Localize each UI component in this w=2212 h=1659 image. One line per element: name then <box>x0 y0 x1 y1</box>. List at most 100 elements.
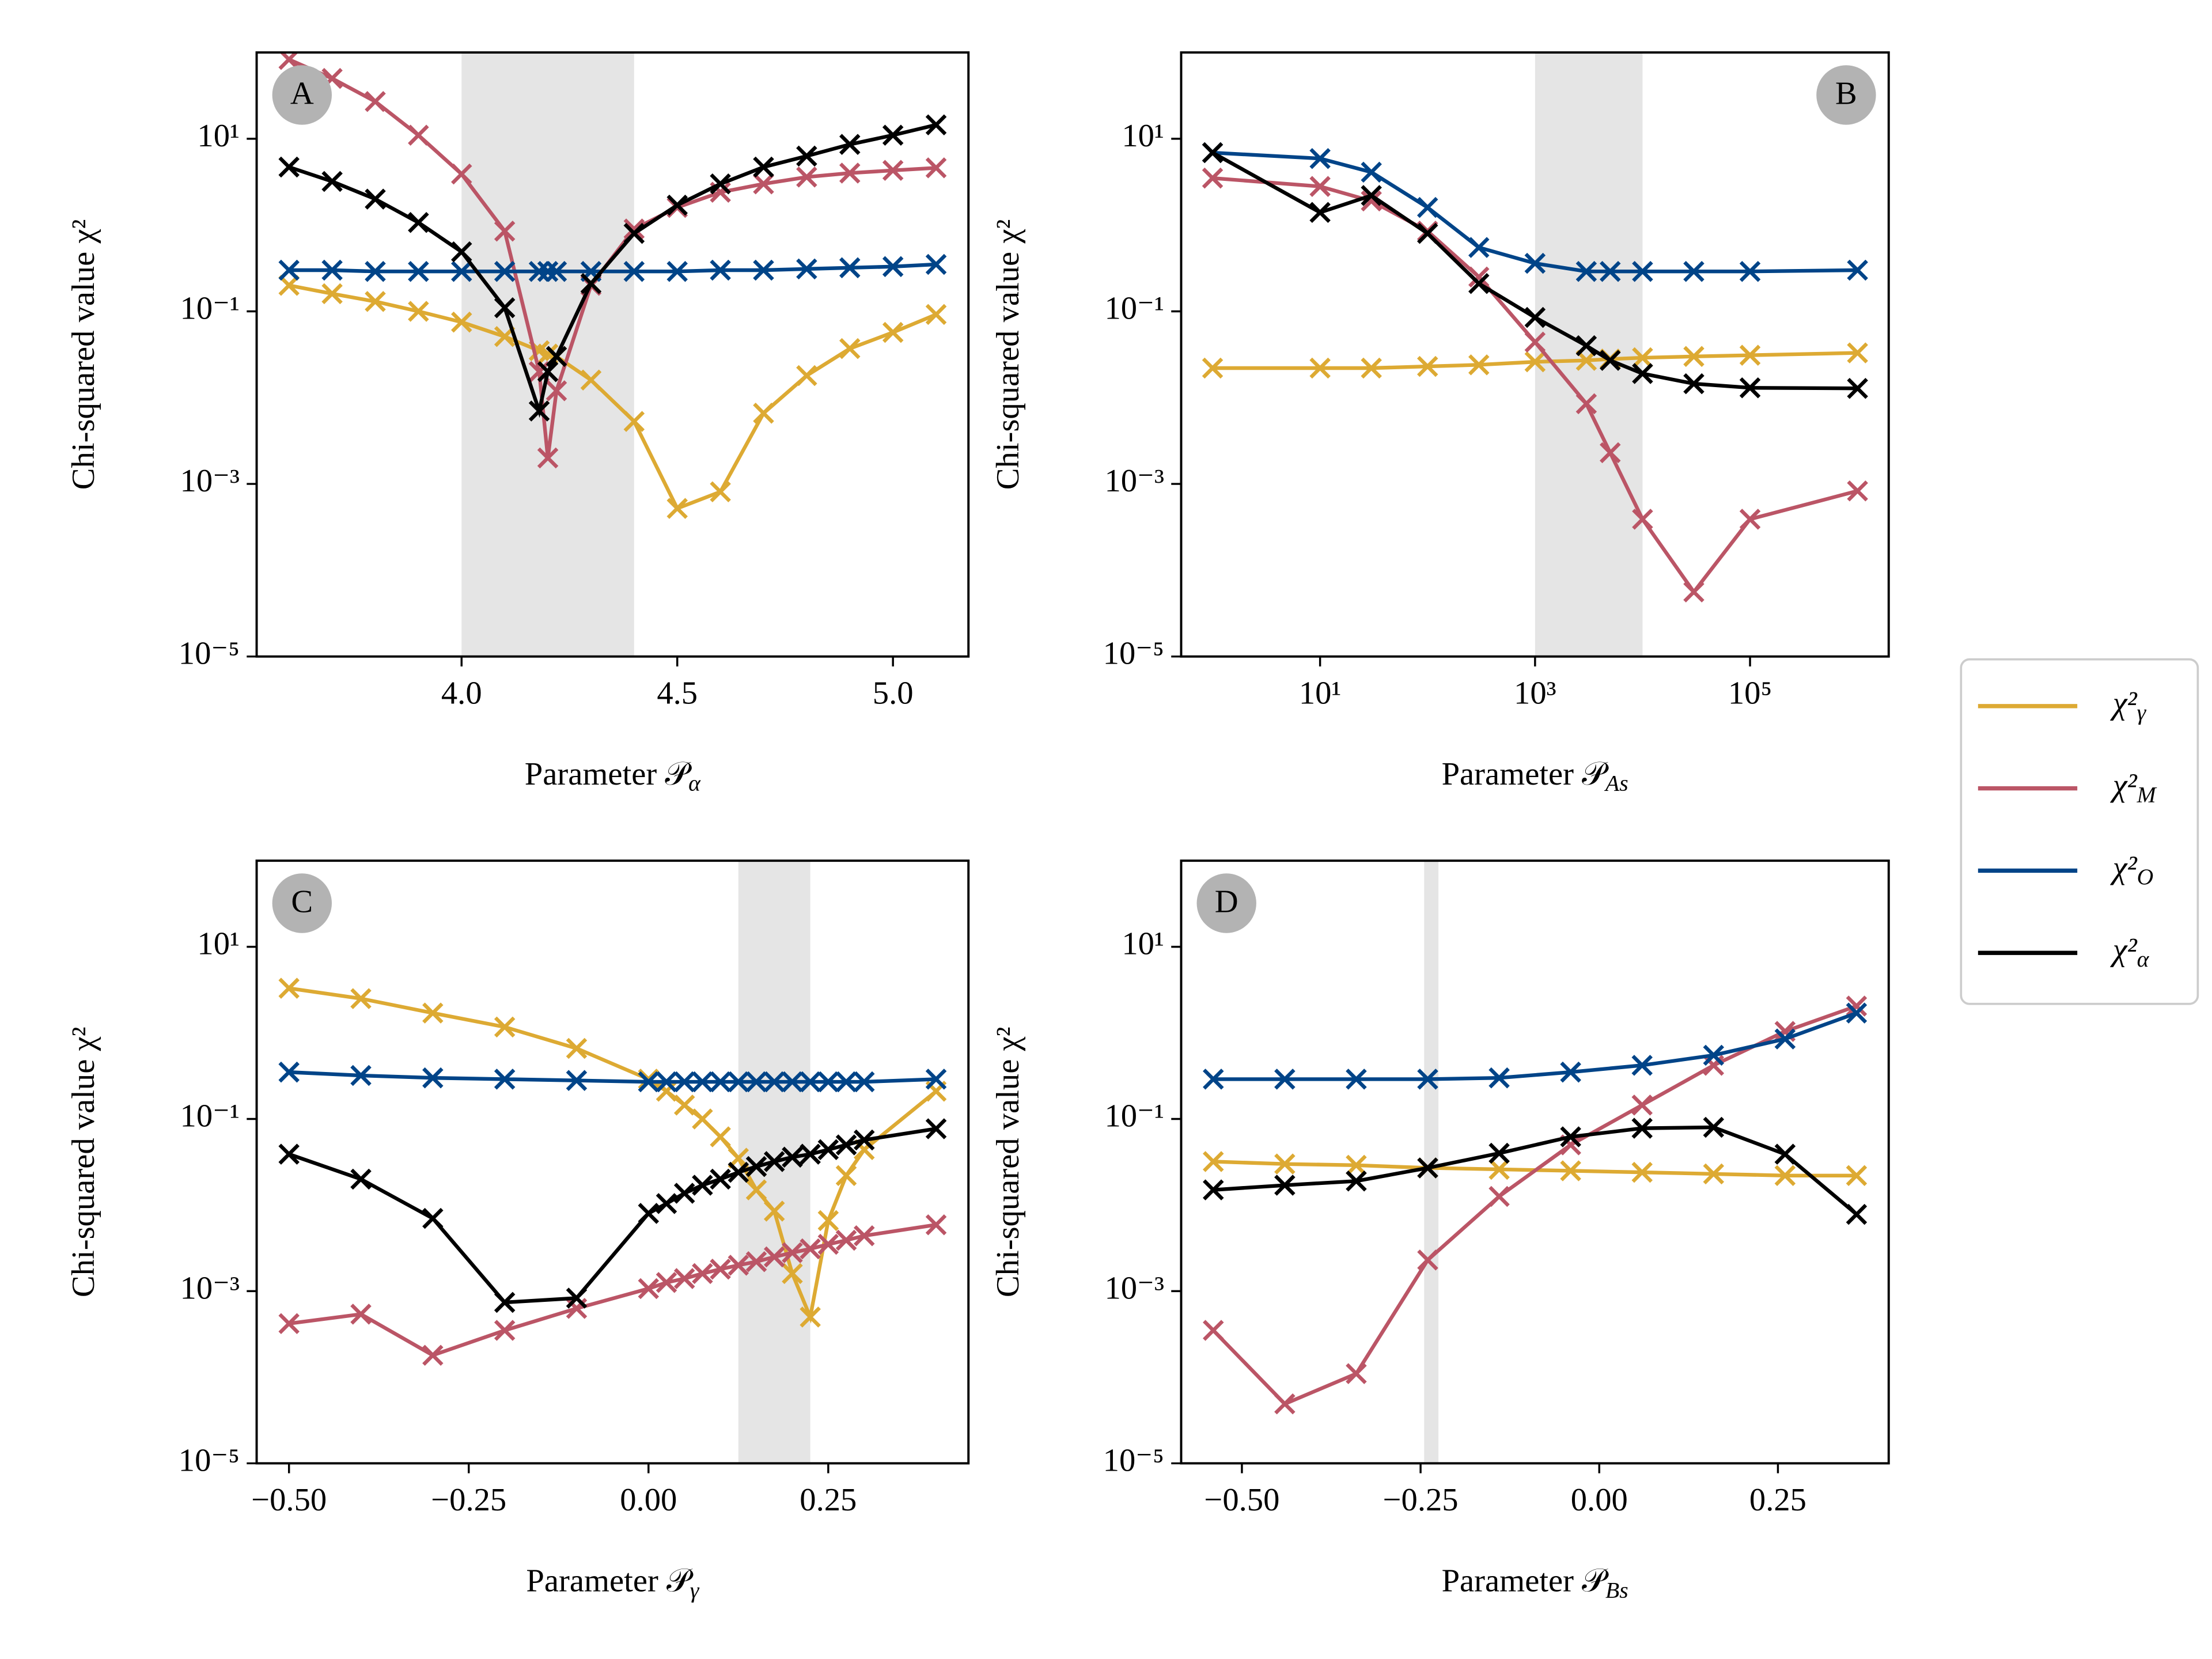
marker-x <box>763 1071 785 1093</box>
x-axis-label: Parameter 𝒫As <box>1442 756 1628 796</box>
panel-label: C <box>291 884 313 919</box>
marker-x <box>745 1179 767 1200</box>
series-line <box>1211 1004 1858 1406</box>
marker-x <box>537 447 559 469</box>
marker-x <box>1468 266 1490 288</box>
marker-x <box>494 1291 516 1313</box>
marker-x <box>925 1118 947 1139</box>
y-tick-label: 10⁻¹ <box>1104 290 1164 326</box>
series-line <box>289 1223 937 1358</box>
marker-x <box>1847 480 1868 502</box>
shaded-span <box>1535 52 1643 657</box>
x-tick-label: 5.0 <box>873 676 914 711</box>
marker-x <box>408 212 429 233</box>
marker-x <box>321 283 343 305</box>
marker-x <box>1683 260 1705 282</box>
marker-x <box>1488 1142 1510 1164</box>
y-tick-label: 10⁻¹ <box>1104 1098 1164 1134</box>
marker-x <box>1202 167 1224 189</box>
marker-x <box>1600 350 1621 371</box>
marker-x <box>925 1069 947 1090</box>
panel-label: A <box>290 75 314 111</box>
marker-x <box>638 1278 660 1300</box>
marker-x <box>710 259 731 281</box>
series-line <box>1212 150 1858 274</box>
marker-x <box>365 260 386 282</box>
marker-x <box>566 1287 588 1309</box>
marker-x <box>408 260 429 282</box>
marker-x <box>925 1214 947 1236</box>
marker-x <box>494 220 516 242</box>
marker-x <box>853 1071 875 1093</box>
marker-x <box>528 260 550 282</box>
marker-x <box>835 1134 857 1156</box>
marker-x <box>1774 1143 1796 1165</box>
y-tick-label: 10⁻⁵ <box>1103 636 1164 672</box>
marker-x <box>566 1070 588 1091</box>
marker-x <box>1560 1160 1581 1181</box>
marker-x <box>753 173 774 195</box>
y-tick-label: 10⁻¹ <box>180 290 240 326</box>
x-tick-label: 0.25 <box>800 1482 857 1518</box>
marker-x <box>710 173 731 195</box>
marker-x <box>1202 142 1224 164</box>
marker-x <box>753 259 774 281</box>
marker-x <box>1631 1161 1653 1183</box>
marker-x <box>638 1203 660 1224</box>
marker-x <box>546 260 567 282</box>
marker-x <box>580 272 602 294</box>
legend-label: χ²O <box>2110 850 2154 889</box>
marker-x <box>408 124 429 146</box>
marker-x <box>1203 1320 1224 1341</box>
marker-x <box>1683 581 1705 603</box>
axes-frame <box>255 51 970 658</box>
marker-x <box>1632 347 1653 369</box>
marker-x <box>745 1071 767 1093</box>
marker-x <box>796 145 817 167</box>
marker-x <box>925 304 947 325</box>
marker-x <box>745 1156 767 1177</box>
marker-x <box>1703 1044 1725 1066</box>
marker-x <box>321 259 343 281</box>
marker-x <box>656 1071 677 1093</box>
marker-x <box>800 1143 821 1165</box>
marker-x <box>882 124 904 146</box>
marker-x <box>800 1238 821 1260</box>
series-line <box>1211 151 1858 391</box>
marker-x <box>839 257 861 279</box>
axes-frame <box>255 859 970 1465</box>
marker-x <box>753 403 774 424</box>
marker-x <box>728 1161 749 1183</box>
marker-x <box>925 157 947 179</box>
marker-x <box>1846 995 1868 1017</box>
marker-x <box>1524 252 1546 274</box>
marker-x <box>528 400 550 422</box>
marker-x <box>321 171 343 192</box>
x-tick-label: 10⁵ <box>1728 676 1772 711</box>
marker-x <box>796 166 817 188</box>
marker-x <box>1361 357 1382 379</box>
marker-x <box>494 1320 516 1341</box>
marker-x <box>1274 1153 1296 1175</box>
marker-x <box>451 260 472 282</box>
marker-x <box>1703 1116 1725 1138</box>
marker-x <box>710 1126 731 1147</box>
marker-x <box>623 411 645 432</box>
marker-x <box>817 1139 839 1161</box>
y-axis-label: Chi-squared value χ² <box>990 1027 1026 1297</box>
marker-x <box>692 1175 713 1196</box>
marker-x <box>782 1146 803 1168</box>
marker-x <box>494 1069 516 1090</box>
series-line <box>1213 351 1858 370</box>
marker-x <box>796 365 817 387</box>
plot-area <box>1203 861 1868 1464</box>
marker-x <box>638 1071 660 1093</box>
marker-x <box>673 1071 695 1093</box>
marker-x <box>1416 196 1438 218</box>
y-tick-label: 10¹ <box>197 926 240 962</box>
marker-x <box>673 1268 695 1289</box>
marker-x <box>1703 1055 1725 1076</box>
marker-x <box>350 988 372 1009</box>
marker-x <box>753 156 774 178</box>
